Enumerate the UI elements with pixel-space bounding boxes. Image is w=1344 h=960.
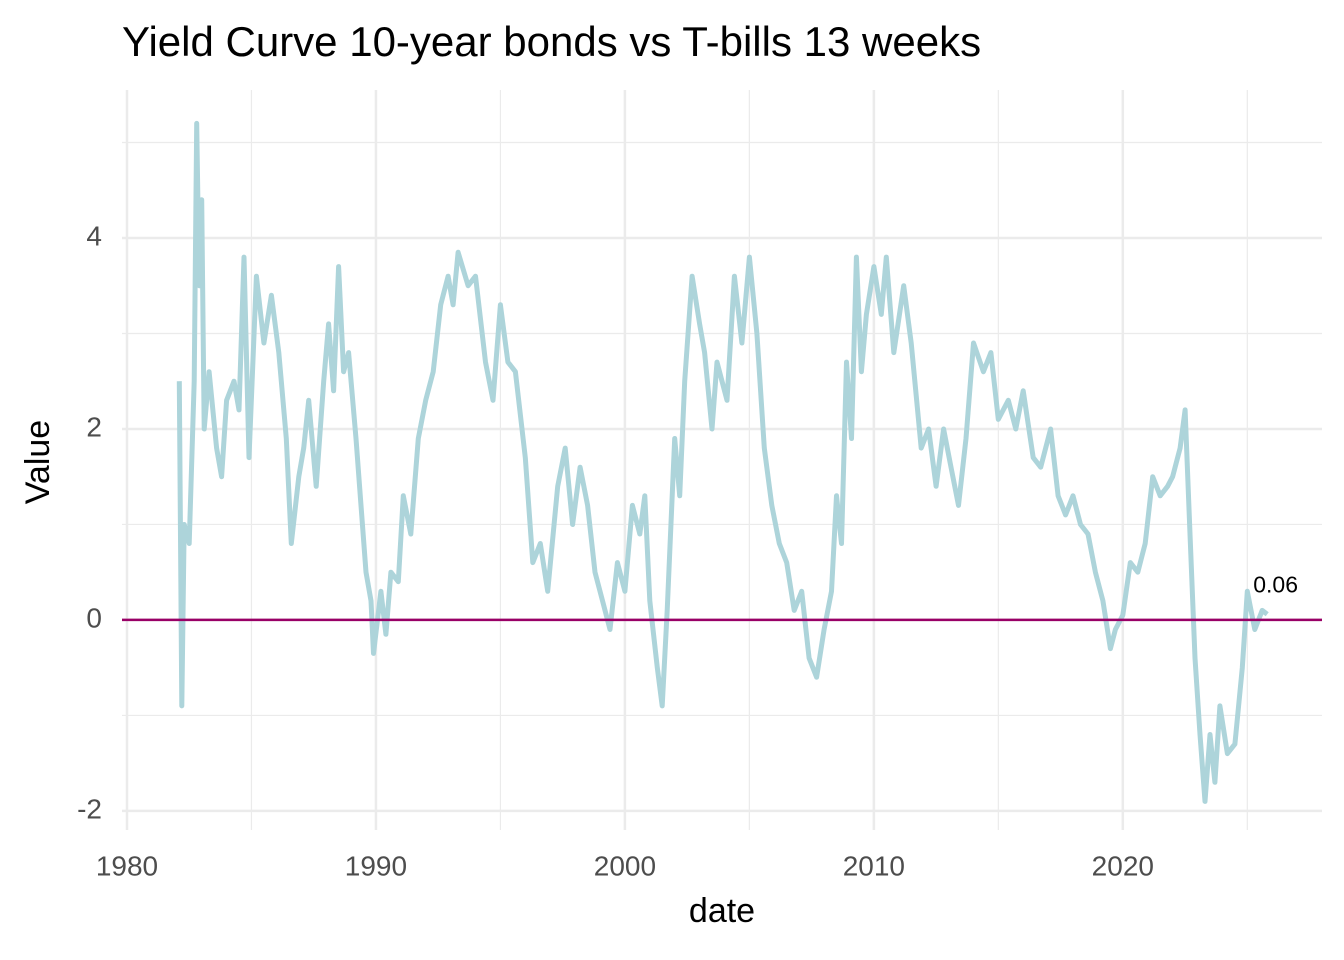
y-tick-label: -2	[77, 793, 102, 824]
y-tick-label: 4	[86, 220, 102, 251]
x-tick-label: 1980	[96, 850, 158, 881]
y-tick-label: 2	[86, 411, 102, 442]
data-line	[176, 120, 1269, 804]
x-tick-label: 2020	[1092, 850, 1154, 881]
chart-title: Yield Curve 10-year bonds vs T-bills 13 …	[122, 18, 981, 65]
x-axis-title: date	[689, 892, 755, 930]
x-tick-label: 1990	[345, 850, 407, 881]
x-tick-label: 2000	[594, 850, 656, 881]
y-tick-label: 0	[86, 602, 102, 633]
end-label: 0.06	[1253, 571, 1298, 597]
x-tick-label: 2010	[843, 850, 905, 881]
y-axis-title: Value	[19, 420, 57, 504]
